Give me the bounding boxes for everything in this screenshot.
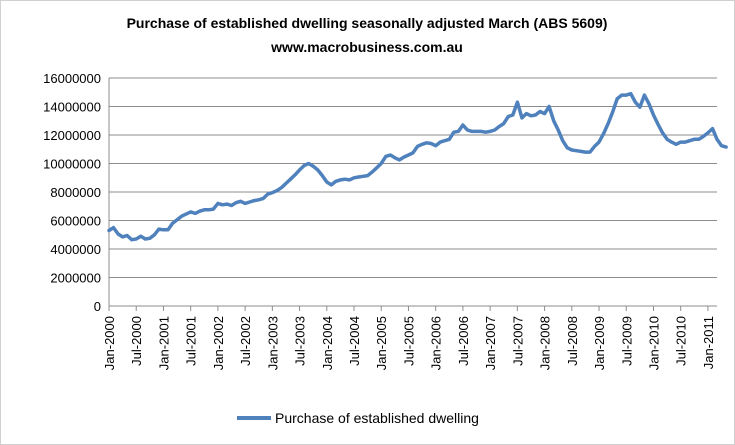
y-tick-label: 2000000 (50, 271, 101, 286)
x-tick-label: Jan-2000 (102, 316, 117, 370)
y-tick-label: 16000000 (43, 71, 101, 86)
x-tick-label: Jul-2003 (293, 316, 308, 366)
x-tick-label: Jan-2006 (429, 316, 444, 370)
x-tick-label: Jul-2001 (184, 316, 199, 366)
x-tick-label: Jan-2011 (701, 316, 716, 369)
x-tick-label: Jul-2010 (674, 316, 689, 366)
chart-subtitle: www.macrobusiness.com.au (270, 39, 463, 55)
x-tick-label: Jul-2004 (347, 316, 362, 366)
y-axis-tick-labels: 0 2000000 4000000 6000000 8000000 10000000 120… (43, 71, 101, 314)
x-tick-label: Jul-2000 (129, 316, 144, 366)
x-axis-tick-labels: Jan-2000 Jul-2000 Jan-2001 Jul-2001 Jan-2002… (102, 316, 716, 370)
x-tick-label: Jan-2001 (156, 316, 171, 370)
y-tick-label: 8000000 (50, 185, 101, 200)
x-tick-label: Jul-2006 (456, 316, 471, 366)
series-layer (107, 91, 728, 242)
x-tick-label: Jul-2005 (401, 316, 416, 366)
x-tick-label: Jan-2005 (374, 316, 389, 370)
chart-title: Purchase of established dwelling seasona… (127, 15, 608, 31)
y-tick-label: 6000000 (50, 214, 101, 229)
x-tick-label: Jan-2010 (646, 316, 661, 370)
series-line (107, 91, 728, 242)
x-tick-label: Jan-2004 (320, 316, 335, 370)
x-tick-label: Jul-2009 (619, 316, 634, 366)
x-tick-label: Jan-2009 (592, 316, 607, 370)
y-tick-label: 12000000 (43, 128, 101, 143)
x-tick-label: Jan-2003 (265, 316, 280, 370)
y-tick-label: 4000000 (50, 242, 101, 257)
y-tick-label: 0 (94, 299, 101, 314)
x-tick-label: Jul-2007 (510, 316, 525, 366)
x-tick-label: Jul-2002 (238, 316, 253, 366)
x-tick-label: Jan-2007 (483, 316, 498, 370)
axes (108, 78, 717, 311)
gridlines (109, 77, 717, 278)
x-tick-label: Jul-2008 (565, 316, 580, 366)
x-tick-label: Jan-2008 (538, 316, 553, 370)
legend-label: Purchase of established dwelling (275, 410, 479, 426)
y-tick-label: 10000000 (43, 157, 101, 172)
legend: Purchase of established dwelling (237, 410, 479, 426)
x-tick-label: Jan-2002 (211, 316, 226, 370)
y-tick-label: 14000000 (43, 100, 101, 115)
